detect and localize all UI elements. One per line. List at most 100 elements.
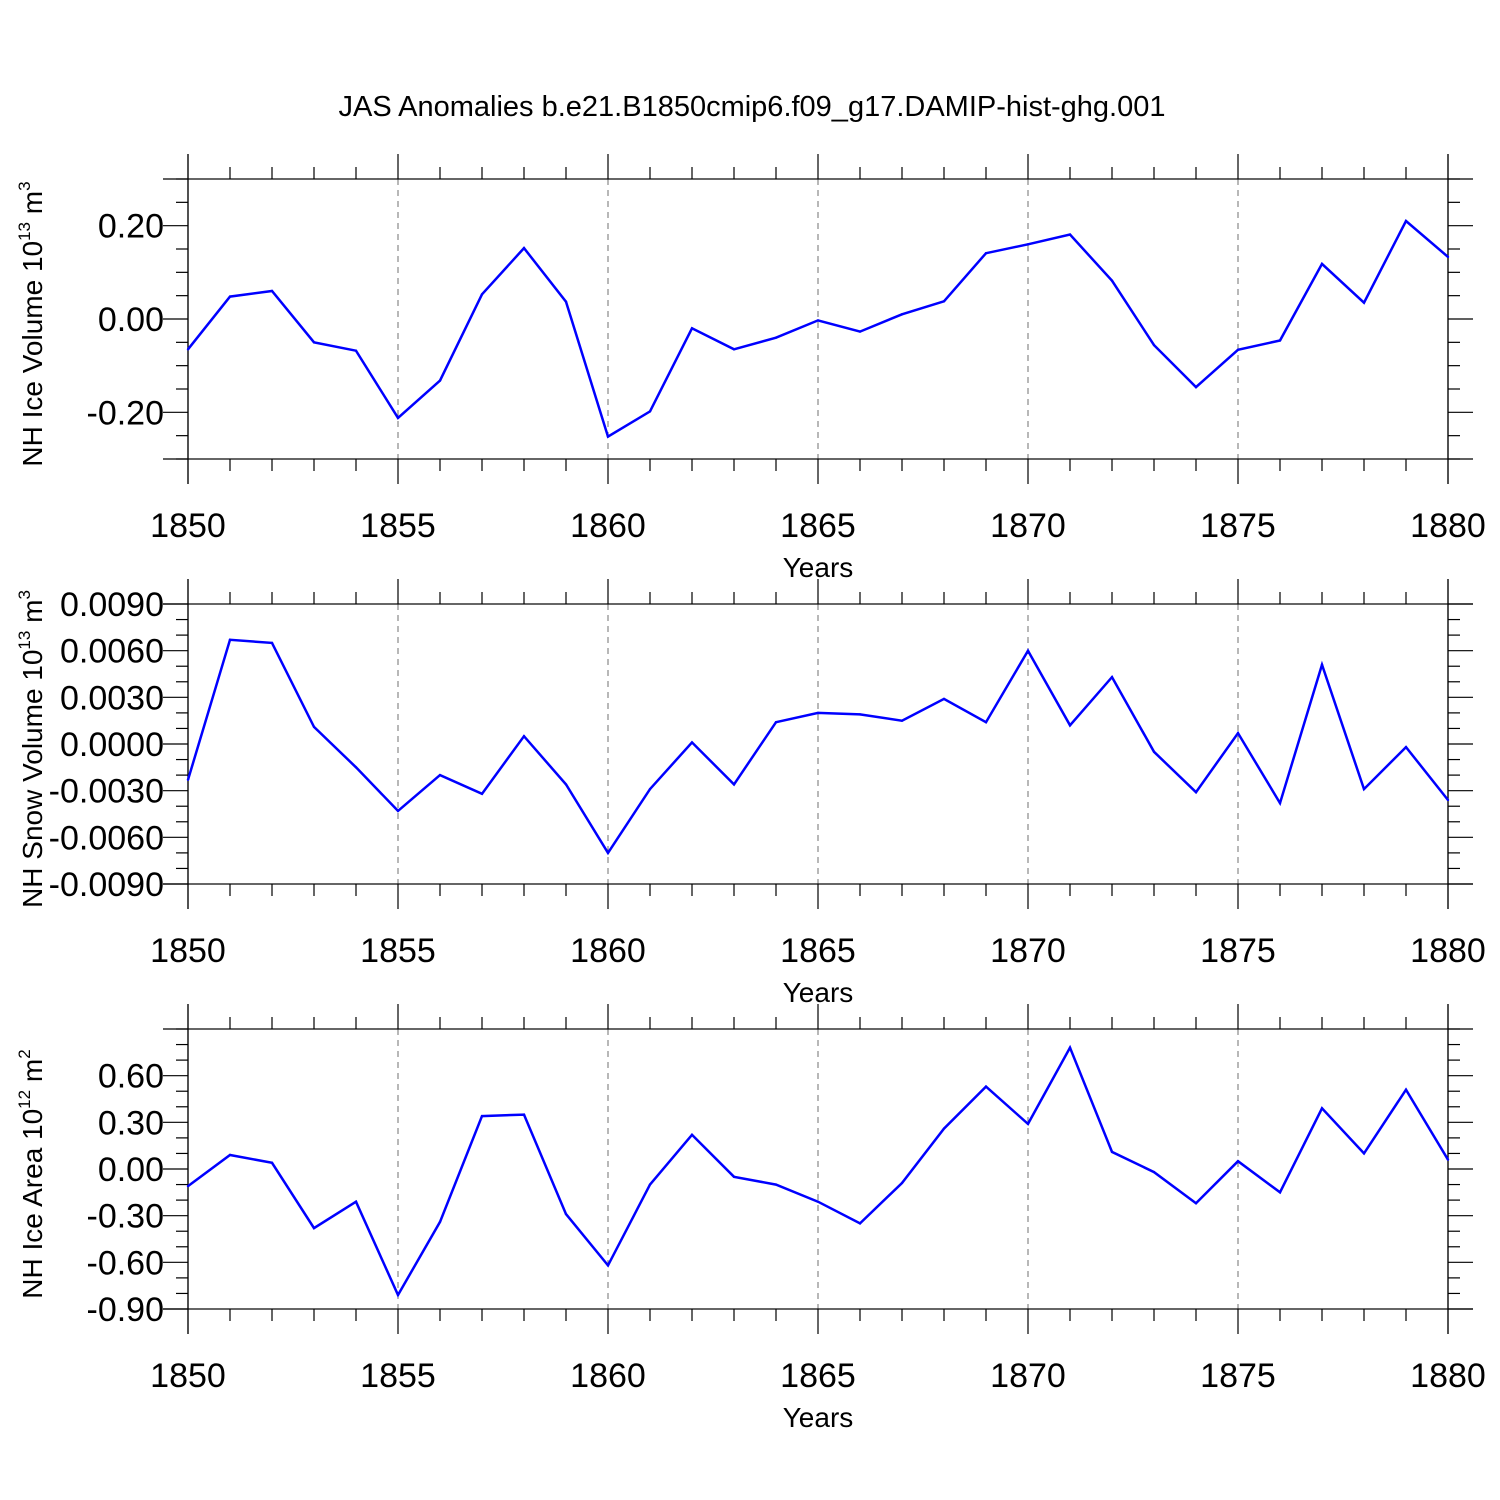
data-point: [1068, 724, 1072, 727]
data-point: [480, 293, 484, 296]
y-axis-label-text: NH Ice Area 10: [17, 1109, 48, 1299]
data-point: [1110, 675, 1114, 679]
y-axis-label-text: NH Snow Volume 10: [17, 650, 48, 908]
data-point: [228, 1153, 232, 1157]
y-tick-label: 0.00: [98, 301, 164, 339]
x-tick-label: 1865: [780, 1357, 856, 1395]
data-point: [186, 778, 190, 781]
data-point: [1068, 233, 1072, 236]
x-tick-label: 1870: [990, 507, 1066, 545]
y-axis-label-unit-exponent: 3: [15, 590, 34, 599]
y-axis-label: NH Snow Volume 1013 m3: [15, 590, 48, 908]
data-point: [984, 1085, 988, 1088]
data-point: [438, 773, 442, 777]
y-tick-label: -0.20: [87, 394, 165, 432]
y-tick-label: 0.60: [98, 1058, 164, 1096]
y-axis-label-exponent: 13: [15, 222, 34, 241]
x-tick-label: 1850: [150, 932, 226, 970]
y-tick-label: 0.00: [98, 1151, 164, 1189]
data-point: [1026, 243, 1030, 246]
y-tick-label: -0.30: [87, 1198, 165, 1236]
data-point: [186, 348, 190, 351]
data-point: [228, 638, 232, 641]
x-tick-label: 1860: [570, 932, 646, 970]
data-point: [900, 1181, 904, 1185]
y-tick-label: -0.90: [87, 1291, 165, 1329]
data-point: [816, 1200, 820, 1203]
y-axis-label: NH Ice Volume 1013 m3: [15, 181, 48, 466]
data-point: [564, 783, 568, 786]
data-point: [648, 1183, 652, 1186]
x-tick-label: 1875: [1200, 1357, 1276, 1395]
x-tick-label: 1870: [990, 932, 1066, 970]
data-point: [1446, 255, 1450, 259]
data-point: [522, 246, 526, 250]
data-point: [1362, 787, 1366, 791]
data-point: [1236, 348, 1240, 351]
data-point: [1110, 279, 1114, 282]
data-point: [1152, 1170, 1156, 1174]
data-point: [1446, 798, 1450, 802]
data-point: [522, 1113, 526, 1116]
data-point: [438, 1220, 442, 1224]
data-point: [648, 787, 652, 791]
data-point: [900, 719, 904, 722]
data-point: [984, 721, 988, 724]
data-point: [690, 327, 694, 330]
data-point: [1152, 750, 1156, 753]
data-point: [1404, 745, 1408, 749]
data-point: [942, 300, 946, 303]
x-tick-label: 1850: [150, 507, 226, 545]
x-tick-label: 1855: [360, 932, 436, 970]
chart-panel-2: 1850 1855 1860 1865 1870 1875 1880 Years -0.0090…: [15, 579, 1486, 1008]
data-point: [480, 1114, 484, 1118]
data-point: [1110, 1150, 1114, 1154]
data-point: [690, 1133, 694, 1136]
x-tick-label: 1880: [1410, 1357, 1486, 1395]
data-point: [1068, 1046, 1072, 1049]
y-axis-label-exponent: 12: [15, 1090, 34, 1109]
y-axis-label: NH Ice Area 1012 m2: [15, 1049, 48, 1298]
y-axis-label-unit: m: [17, 191, 48, 222]
data-point: [942, 697, 946, 701]
y-axis-label-text: NH Ice Volume 10: [17, 241, 48, 467]
data-point: [606, 1264, 610, 1267]
x-axis-label: Years: [783, 977, 854, 1008]
data-point: [312, 341, 316, 344]
data-point: [1194, 791, 1198, 794]
data-point: [1278, 339, 1282, 342]
data-point: [312, 725, 316, 729]
data-point: [396, 416, 400, 420]
data-point: [1236, 1160, 1240, 1163]
data-point: [1194, 1202, 1198, 1205]
y-axis-label-unit: m: [17, 1059, 48, 1090]
data-point: [1194, 385, 1198, 389]
data-point: [732, 348, 736, 351]
x-tick-label: 1870: [990, 1357, 1066, 1395]
chart-panel-3: 1850 1855 1860 1865 1870 1875 1880 Years -0.90 -0…: [15, 1004, 1486, 1433]
data-point: [480, 792, 484, 795]
data-point: [1320, 1107, 1324, 1110]
x-tick-label: 1880: [1410, 507, 1486, 545]
data-point: [1026, 649, 1030, 652]
data-point: [606, 435, 610, 438]
data-point: [354, 766, 358, 769]
y-tick-label: -0.0030: [49, 773, 164, 811]
data-point: [522, 735, 526, 738]
data-point: [984, 252, 988, 255]
data-point: [690, 741, 694, 744]
x-tick-label: 1855: [360, 507, 436, 545]
data-point: [900, 313, 904, 316]
data-point: [1446, 1158, 1450, 1161]
x-tick-label: 1865: [780, 932, 856, 970]
data-point: [1404, 1088, 1408, 1091]
x-tick-label: 1880: [1410, 932, 1486, 970]
data-point: [774, 1183, 778, 1186]
data-point: [1320, 262, 1324, 266]
data-point: [858, 330, 862, 333]
data-point: [1026, 1122, 1030, 1126]
data-point: [606, 851, 610, 855]
plot-frame: [187, 603, 1449, 885]
figure-title: JAS Anomalies b.e21.B1850cmip6.f09_g17.D…: [339, 91, 1166, 123]
data-point: [942, 1127, 946, 1130]
